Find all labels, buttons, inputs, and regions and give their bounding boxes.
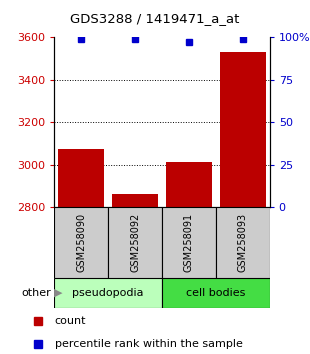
Bar [54,278,162,308]
Text: ▶: ▶ [54,288,63,298]
Bar [162,278,270,308]
Text: GSM258091: GSM258091 [184,213,194,272]
Bar [112,194,158,207]
Bar [166,162,212,207]
Text: percentile rank within the sample: percentile rank within the sample [55,339,242,349]
Bar [108,207,162,278]
Text: GSM258090: GSM258090 [76,213,86,272]
Bar [54,207,108,278]
Bar [220,52,266,207]
Text: pseudopodia: pseudopodia [72,288,144,298]
Bar [216,207,270,278]
Text: GSM258092: GSM258092 [130,213,140,272]
Text: other: other [21,288,51,298]
Text: GDS3288 / 1419471_a_at: GDS3288 / 1419471_a_at [70,12,240,25]
Bar [58,149,104,207]
Text: count: count [55,316,86,326]
Text: GSM258093: GSM258093 [238,213,248,272]
Bar [162,207,216,278]
Text: cell bodies: cell bodies [186,288,246,298]
